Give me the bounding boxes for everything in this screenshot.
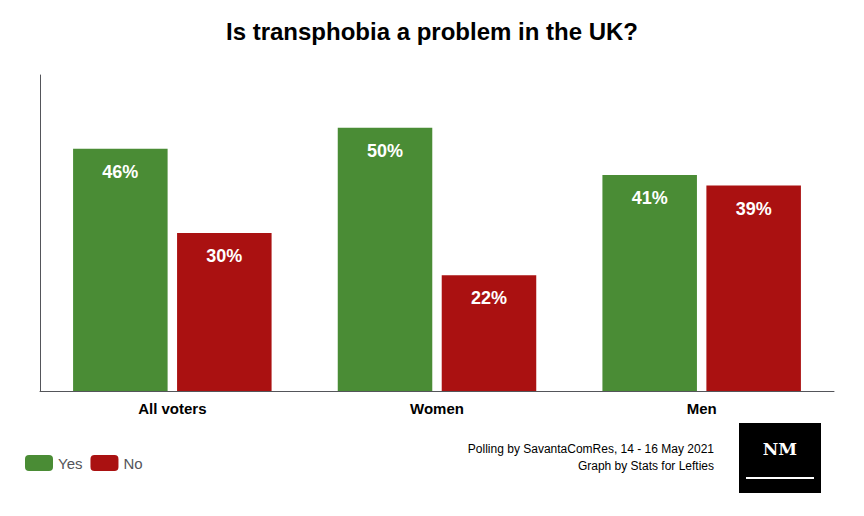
svg-text:NM: NM [763,439,798,459]
svg-text:Polling by SavantaComRes, 14 -: Polling by SavantaComRes, 14 - 16 May 20… [468,442,714,456]
svg-text:All voters: All voters [138,400,206,417]
svg-text:Men: Men [687,400,717,417]
svg-text:39%: 39% [736,199,772,219]
svg-text:Is transphobia a problem in th: Is transphobia a problem in the UK? [226,18,638,45]
svg-text:46%: 46% [102,162,138,182]
svg-text:Yes: Yes [58,455,82,472]
svg-text:41%: 41% [632,188,668,208]
svg-text:50%: 50% [367,141,403,161]
svg-text:30%: 30% [206,246,242,266]
svg-text:Women: Women [410,400,464,417]
svg-text:22%: 22% [471,288,507,308]
svg-text:No: No [123,455,142,472]
svg-text:Graph by Stats for Lefties: Graph by Stats for Lefties [578,459,714,473]
